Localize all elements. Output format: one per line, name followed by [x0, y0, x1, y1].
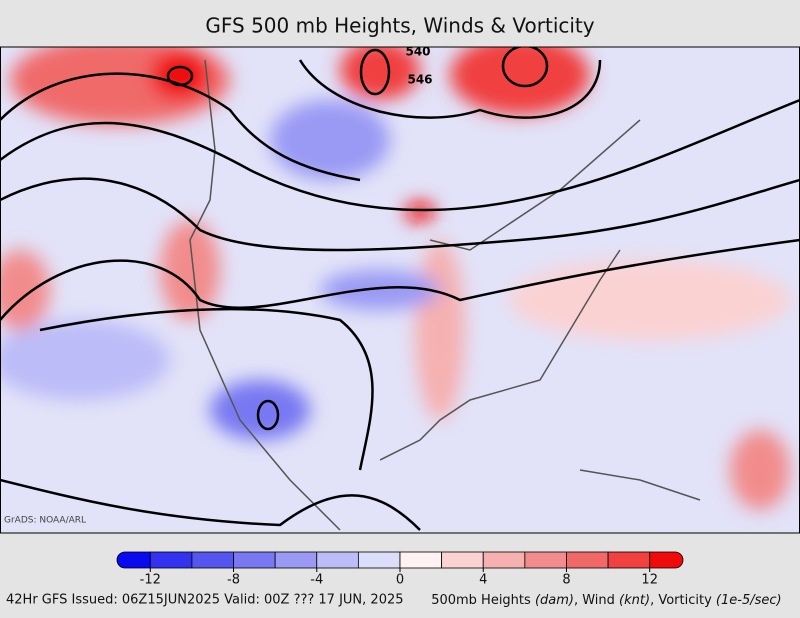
footer-right: 500mb Heights (dam), Wind (knt), Vortici… [411, 593, 794, 608]
footer-part: , Wind [574, 593, 619, 608]
colorbar-tick-label: 12 [641, 573, 658, 588]
colorbar-cap [649, 551, 684, 569]
colorbar-tick-label: -12 [140, 573, 161, 588]
contour-label: 546 [407, 73, 432, 87]
colorbar-bin [316, 551, 359, 569]
colorbar-bin [274, 551, 318, 569]
colorbar-bin [524, 551, 567, 569]
colorbar-bin [357, 551, 401, 569]
map: 540 546 GrADS: NOAA/ARL [0, 45, 800, 534]
colorbar-bin [149, 551, 193, 569]
colorbar-bin [191, 551, 234, 569]
colorbar-tick-label: -8 [227, 573, 240, 588]
colorbar-bin [482, 551, 526, 569]
colorbar-bin [233, 551, 276, 569]
colorbar-tick-label: 8 [562, 573, 570, 588]
footer-part: , Vorticity [650, 593, 716, 608]
footer-part: (knt) [619, 593, 650, 608]
coastlines [189, 59, 701, 531]
height-contours [0, 47, 800, 531]
colorbar-bin [441, 551, 484, 569]
credit: GrADS: NOAA/ARL [4, 516, 86, 526]
colorbar-cap [116, 551, 151, 569]
footer-part: (1e-5/sec) [716, 593, 782, 608]
colorbar-bin [566, 551, 609, 569]
colorbar-tick-label: 4 [479, 573, 487, 588]
colorbar-tick-label: 0 [396, 573, 404, 588]
footer-part: (dam) [535, 593, 574, 608]
colorbar-bin [607, 551, 651, 569]
colorbar: -12 -8 -4 0 4 8 12 [116, 551, 684, 588]
footer-left: 42Hr GFS Issued: 06Z15JUN2025 Valid: 00Z… [6, 593, 404, 608]
colorbar-tick-label: -4 [310, 573, 323, 588]
footer-part: 500mb Heights [431, 593, 535, 608]
vorticity-field [0, 47, 790, 510]
title: GFS 500 mb Heights, Winds & Vorticity [205, 14, 594, 38]
colorbar-bin [399, 551, 443, 569]
contour-label: 540 [405, 45, 430, 59]
